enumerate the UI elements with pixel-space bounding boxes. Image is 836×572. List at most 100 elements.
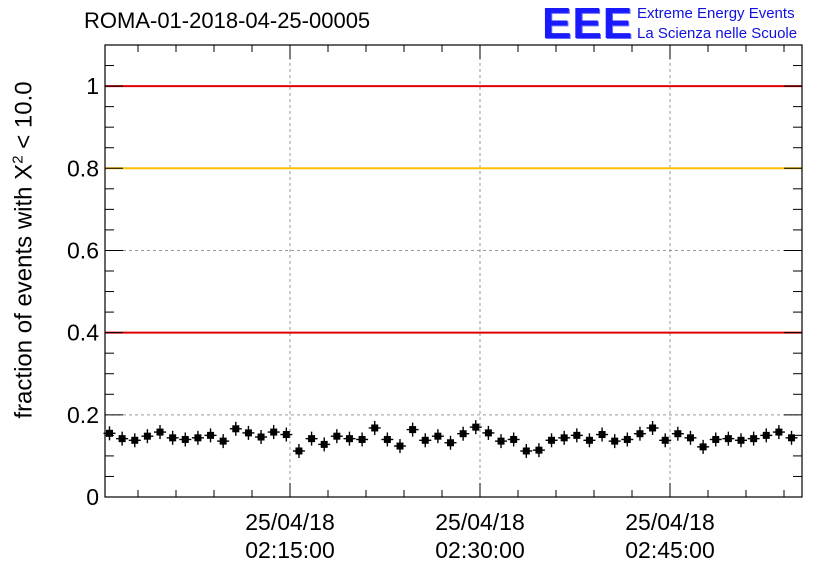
point-marker bbox=[686, 434, 694, 442]
data-point bbox=[128, 433, 141, 448]
point-marker bbox=[219, 437, 227, 445]
point-marker bbox=[333, 432, 341, 440]
point-marker bbox=[623, 435, 631, 443]
data-point bbox=[469, 420, 482, 435]
point-marker bbox=[724, 435, 732, 443]
y-tick-label: 0.4 bbox=[67, 320, 99, 346]
point-marker bbox=[169, 434, 177, 442]
point-marker bbox=[396, 442, 404, 450]
logo-line-1: Extreme Energy Events bbox=[637, 5, 795, 22]
x-tick-label-date: 25/04/18 bbox=[245, 509, 335, 535]
logo-line-2: La Scienza nelle Scuole bbox=[637, 25, 798, 42]
y-axis-label-prefix: fraction of events with X bbox=[10, 163, 38, 419]
point-marker bbox=[762, 431, 770, 439]
data-point bbox=[242, 425, 255, 440]
data-point bbox=[431, 429, 444, 444]
data-point bbox=[406, 422, 419, 437]
data-point bbox=[747, 431, 760, 446]
data-point bbox=[735, 433, 747, 448]
point-marker bbox=[371, 424, 379, 432]
data-point bbox=[166, 430, 179, 445]
data-point bbox=[292, 443, 305, 458]
point-marker bbox=[232, 425, 240, 433]
data-point bbox=[495, 434, 508, 449]
data-point bbox=[444, 435, 457, 450]
data-point bbox=[532, 443, 545, 458]
x-tick-label-date: 25/04/18 bbox=[625, 509, 715, 535]
logo-mark: EEE bbox=[542, 0, 634, 48]
point-marker bbox=[585, 436, 593, 444]
data-point bbox=[558, 430, 571, 445]
x-tick-label-date: 25/04/18 bbox=[435, 509, 525, 535]
point-marker bbox=[510, 435, 518, 443]
y-axis-label: fraction of events with X2 < 10.0 bbox=[10, 81, 39, 418]
data-point bbox=[154, 425, 167, 440]
point-marker bbox=[447, 439, 455, 447]
point-marker bbox=[270, 428, 278, 436]
y-tick-label: 1 bbox=[86, 73, 99, 99]
data-point bbox=[343, 431, 356, 446]
reference-lines bbox=[105, 85, 802, 334]
point-marker bbox=[282, 431, 290, 439]
data-point bbox=[507, 432, 520, 447]
data-point bbox=[684, 430, 697, 445]
y-tick-label: 0 bbox=[86, 484, 99, 510]
point-marker bbox=[737, 436, 745, 444]
data-point bbox=[772, 425, 785, 440]
point-marker bbox=[181, 435, 189, 443]
data-point bbox=[419, 433, 432, 448]
point-marker bbox=[775, 428, 783, 436]
point-marker bbox=[207, 431, 215, 439]
data-points bbox=[103, 420, 798, 458]
data-point bbox=[760, 428, 773, 443]
data-point bbox=[267, 425, 280, 440]
x-tick-label-time: 02:30:00 bbox=[435, 537, 525, 563]
eee-logo: EEE Extreme Energy Events La Scienza nel… bbox=[540, 0, 830, 48]
point-marker bbox=[143, 432, 151, 440]
data-point bbox=[722, 431, 735, 446]
x-tick-label-time: 02:45:00 bbox=[625, 537, 715, 563]
point-marker bbox=[295, 447, 303, 455]
point-marker bbox=[636, 430, 644, 438]
data-point bbox=[280, 427, 293, 442]
point-marker bbox=[484, 429, 492, 437]
data-point bbox=[608, 434, 621, 449]
data-point bbox=[204, 428, 217, 443]
point-marker bbox=[573, 431, 581, 439]
point-marker bbox=[257, 433, 265, 441]
point-marker bbox=[118, 435, 126, 443]
data-point bbox=[217, 434, 230, 449]
point-marker bbox=[345, 435, 353, 443]
data-point bbox=[457, 426, 470, 441]
point-marker bbox=[598, 431, 606, 439]
data-point bbox=[368, 420, 381, 435]
tick-labels: 00.20.40.60.8125/04/1802:15:0025/04/1802… bbox=[67, 73, 715, 563]
data-point bbox=[482, 425, 495, 440]
point-marker bbox=[750, 435, 758, 443]
data-point bbox=[709, 432, 722, 447]
point-marker bbox=[497, 437, 505, 445]
point-marker bbox=[156, 428, 164, 436]
y-axis-label-suffix: < 10.0 bbox=[10, 81, 38, 156]
point-marker bbox=[674, 430, 682, 438]
point-marker bbox=[611, 437, 619, 445]
data-point bbox=[633, 426, 646, 441]
point-marker bbox=[244, 429, 252, 437]
run-title: ROMA-01-2018-04-25-00005 bbox=[84, 8, 371, 33]
y-tick-label: 0.6 bbox=[67, 237, 99, 263]
point-marker bbox=[548, 436, 556, 444]
point-marker bbox=[535, 446, 543, 454]
point-marker bbox=[699, 443, 707, 451]
y-axis-label-sup: 2 bbox=[9, 155, 27, 164]
point-marker bbox=[383, 435, 391, 443]
point-marker bbox=[106, 429, 113, 437]
point-marker bbox=[421, 436, 429, 444]
data-point bbox=[381, 432, 394, 447]
y-tick-label: 0.8 bbox=[67, 155, 99, 181]
point-marker bbox=[320, 440, 328, 448]
data-point bbox=[583, 433, 596, 448]
point-marker bbox=[358, 435, 366, 443]
x-tick-label-time: 02:15:00 bbox=[245, 537, 335, 563]
data-point bbox=[621, 432, 634, 447]
